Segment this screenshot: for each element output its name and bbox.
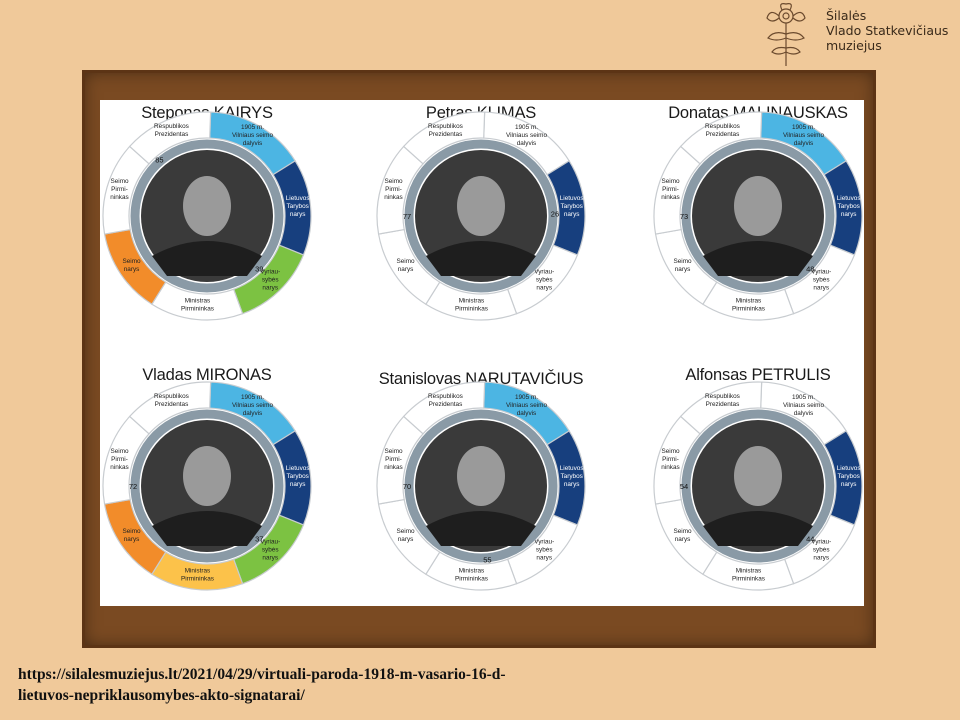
lifespan-start-label: 72 [129, 482, 137, 491]
portrait-face [183, 176, 231, 236]
ring-label-tarybos: Lietuvos Tarybos narys [837, 465, 861, 488]
ring-label-prezidentas: Respublikos Prezidentas [428, 123, 463, 138]
ring-label-vyriausybes: Vyriau-sybės narys [534, 268, 554, 291]
ring-label-ministras: Ministras Pirmininkas [181, 568, 214, 583]
lifespan-end-label: 26 [551, 209, 559, 218]
lifespan-end-label: 37 [255, 534, 263, 543]
lifespan-track [404, 409, 558, 563]
ring-label-vilniaus: 1905 m. Vilniaus seimo dalyvis [232, 394, 274, 417]
ring-label-vilniaus: 1905 m. Vilniaus seimo dalyvis [506, 394, 548, 417]
ring-segment-prezidentas [679, 111, 763, 165]
ring-segment-prezidentas [679, 381, 763, 435]
museum-name-line2: Vlado Statkevičiaus [826, 23, 949, 38]
ring-label-tarybos: Lietuvos Tarybos narys [286, 195, 310, 218]
portrait-shoulders [703, 241, 813, 276]
role-ring-chart: 1905 m. Vilniaus seimo dalyvis Lietuvos Tary… [653, 381, 863, 591]
signatory-name: Vladas MIRONAS [142, 366, 272, 384]
portrait-face [183, 446, 231, 506]
lifespan-start-label: 77 [403, 212, 411, 221]
portrait-shoulders [152, 241, 262, 276]
lifespan-track [404, 139, 558, 293]
ring-label-prezidentas: Respublikos Prezidentas [705, 393, 740, 408]
role-ring-chart: 1905 m. Vilniaus seimo dalyvis Lietuvos Tary… [376, 381, 586, 591]
ring-label-seimo-narys: Seimo narys [122, 258, 141, 273]
signatory-name: Stanislovas NARUTAVIČIUS [378, 370, 584, 388]
role-ring-chart: 1905 m. Vilniaus seimo dalyvis Lietuvos Tary… [653, 111, 863, 321]
ring-label-ministras: Ministras Pirmininkas [732, 298, 765, 313]
lifespan-end-label: 48 [806, 264, 814, 273]
lifespan-end-label: 39 [255, 264, 263, 273]
ring-label-vyriausybes: Vyriau-sybės narys [534, 538, 554, 561]
lifespan-track [130, 139, 284, 293]
portrait-shoulders [426, 511, 536, 546]
ring-label-vyriausybes: Vyriau-sybės narys [260, 538, 280, 561]
ring-label-seimo-pirmininkas: Seimo Pirmi-ninkas [661, 448, 680, 471]
portrait-shoulders [703, 511, 813, 546]
ring-label-tarybos: Lietuvos Tarybos narys [286, 465, 310, 488]
ring-label-ministras: Ministras Pirmininkas [181, 298, 214, 313]
signatories-panel: Steponas KAIRYS 1905 m. Vilniaus seimo daly… [100, 100, 864, 606]
ring-label-seimo-narys: Seimo narys [122, 528, 141, 543]
lifespan-end-label: 55 [483, 556, 491, 565]
portrait-shoulders [426, 241, 536, 276]
ring-label-vilniaus: 1905 m. Vilniaus seimo dalyvis [783, 394, 825, 417]
ring-label-tarybos: Lietuvos Tarybos narys [560, 195, 584, 218]
ring-label-seimo-pirmininkas: Seimo Pirmi-ninkas [661, 178, 680, 201]
museum-name: Šilalės Vlado Statkevičiaus muziejus [826, 8, 948, 53]
portrait-face [457, 446, 505, 506]
ring-label-ministras: Ministras Pirmininkas [732, 568, 765, 583]
ring-label-seimo-narys: Seimo narys [396, 258, 415, 273]
ring-label-seimo-narys: Seimo narys [673, 258, 692, 273]
ring-label-vyriausybes: Vyriau-sybės narys [811, 268, 831, 291]
lifespan-start-label: 70 [403, 482, 411, 491]
source-link-line1: https://silalesmuziejus.lt/2021/04/29/vi… [18, 666, 506, 683]
ring-label-tarybos: Lietuvos Tarybos narys [560, 465, 584, 488]
lifespan-start-label: 85 [155, 155, 163, 164]
ring-label-seimo-narys: Seimo narys [673, 528, 692, 543]
ring-label-seimo-pirmininkas: Seimo Pirmi-ninkas [384, 178, 403, 201]
ring-label-prezidentas: Respublikos Prezidentas [154, 123, 189, 138]
role-ring-chart: 1905 m. Vilniaus seimo dalyvis Lietuvos Tary… [376, 111, 586, 321]
ring-label-vilniaus: 1905 m. Vilniaus seimo dalyvis [232, 124, 274, 147]
source-link-line2: lietuvos-nepriklausomybes-akto-signatara… [18, 687, 305, 704]
ring-label-vyriausybes: Vyriau-sybės narys [811, 538, 831, 561]
ring-label-vyriausybes: Vyriau-sybės narys [260, 268, 280, 291]
ring-label-prezidentas: Respublikos Prezidentas [705, 123, 740, 138]
museum-name-line1: Šilalės [826, 8, 867, 23]
lifespan-start-label: 73 [680, 212, 688, 221]
ring-label-prezidentas: Respublikos Prezidentas [428, 393, 463, 408]
source-link[interactable]: https://silalesmuziejus.lt/2021/04/29/vi… [18, 664, 506, 706]
museum-name-line3: muziejus [826, 38, 882, 53]
museum-logo-icon [766, 3, 806, 66]
ring-label-seimo-pirmininkas: Seimo Pirmi-ninkas [110, 178, 129, 201]
ring-segment-prezidentas [128, 381, 212, 435]
ring-label-tarybos: Lietuvos Tarybos narys [837, 195, 861, 218]
ring-label-ministras: Ministras Pirmininkas [455, 568, 488, 583]
portrait-face [734, 446, 782, 506]
portrait-face [457, 176, 505, 236]
ring-segment-prezidentas [128, 111, 212, 165]
lifespan-end-label: 44 [806, 534, 814, 543]
portrait-face [734, 176, 782, 236]
ring-label-vilniaus: 1905 m. Vilniaus seimo dalyvis [506, 124, 548, 147]
lifespan-track [130, 409, 284, 563]
ring-label-seimo-narys: Seimo narys [396, 528, 415, 543]
role-ring-chart: 1905 m. Vilniaus seimo dalyvis Lietuvos Tary… [102, 381, 312, 591]
ring-label-prezidentas: Respublikos Prezidentas [154, 393, 189, 408]
ring-segment-prezidentas [402, 381, 486, 435]
lifespan-track [681, 409, 835, 563]
ring-label-seimo-pirmininkas: Seimo Pirmi-ninkas [384, 448, 403, 471]
ring-label-ministras: Ministras Pirmininkas [455, 298, 488, 313]
lifespan-start-label: 54 [680, 482, 688, 491]
lifespan-track [681, 139, 835, 293]
role-ring-chart: 1905 m. Vilniaus seimo dalyvis Lietuvos Tary… [102, 111, 312, 321]
ring-label-seimo-pirmininkas: Seimo Pirmi-ninkas [110, 448, 129, 471]
ring-segment-prezidentas [402, 111, 486, 165]
ring-label-vilniaus: 1905 m. Vilniaus seimo dalyvis [783, 124, 825, 147]
signatory-name: Alfonsas PETRULIS [685, 366, 831, 384]
portrait-shoulders [152, 511, 262, 546]
